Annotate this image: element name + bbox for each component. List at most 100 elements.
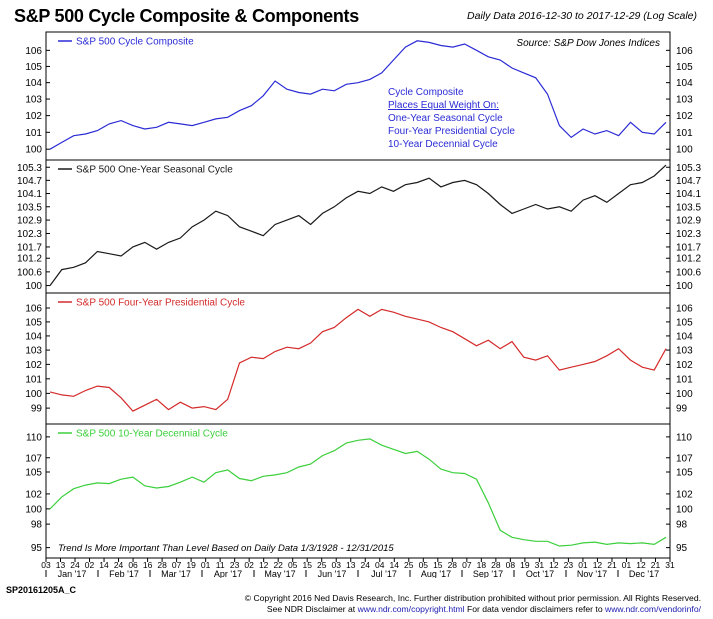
y-tick-label-left: 100 (25, 504, 42, 515)
x-day-label: 15 (302, 560, 312, 570)
legend-label: S&P 500 10-Year Decennial Cycle (76, 429, 228, 440)
y-tick-label-left: 103 (25, 346, 42, 357)
y-tick-label-left: 105 (25, 317, 42, 328)
y-tick-label-right: 105 (676, 62, 693, 73)
y-tick-label-right: 95 (676, 543, 688, 554)
y-tick-label-left: 102 (25, 360, 42, 371)
x-day-label: 12 (549, 560, 559, 570)
x-day-label: 13 (56, 560, 66, 570)
panel-frame (45, 31, 671, 161)
vendor-link[interactable]: www.ndr.com/vendorinfo/ (604, 604, 701, 614)
y-tick-label-left: 101 (25, 374, 42, 385)
x-month-label: May '17 (264, 569, 295, 578)
y-tick-label-right: 103 (676, 95, 693, 106)
y-tick-label-left: 100 (25, 281, 42, 292)
y-tick-label-left: 104 (25, 331, 42, 342)
y-tick-label-right: 102.3 (676, 229, 701, 240)
x-month-label: Jul '17 (371, 569, 397, 578)
chart-id-label: SP20161205A_C (6, 585, 77, 595)
y-tick-label-right: 106 (676, 304, 693, 315)
y-tick-label-left: 95 (31, 543, 43, 554)
x-day-label: 02 (244, 560, 254, 570)
y-tick-label-left: 101.2 (17, 254, 42, 265)
x-day-label: 21 (607, 560, 617, 570)
x-day-label: 05 (288, 560, 298, 570)
y-tick-label-left: 104.7 (17, 176, 42, 187)
legend-label: S&P 500 One-Year Seasonal Cycle (76, 165, 233, 176)
copyright-line-1: © Copyright 2016 Ned Davis Research, Inc… (244, 593, 701, 603)
annotation-line-1: Cycle Composite (388, 87, 464, 98)
copyright-mid: For data vendor disclaimers refer to (464, 604, 605, 614)
y-tick-label-right: 102 (676, 360, 693, 371)
y-tick-label-right: 105 (676, 468, 693, 479)
y-tick-label-left: 105 (25, 62, 42, 73)
chart-figure: 100 100 101 101 102 102 103 103 104 104 105 105 106 1… (17, 31, 701, 578)
x-month-label: Feb '17 (109, 569, 139, 578)
y-tick-label-left: 106 (25, 304, 42, 315)
annotation-line-4: Four-Year Presidential Cycle (388, 126, 515, 137)
x-day-label: 19 (520, 560, 530, 570)
x-day-label: 12 (636, 560, 646, 570)
x-day-label: 25 (317, 560, 327, 570)
x-day-label: 28 (157, 560, 167, 570)
y-tick-label-left: 102.3 (17, 229, 42, 240)
y-tick-label-left: 102 (25, 111, 42, 122)
y-tick-label-right: 101.2 (676, 254, 701, 265)
x-day-label: 01 (578, 560, 588, 570)
y-tick-label-left: 101.7 (17, 242, 42, 253)
x-day-label: 31 (535, 560, 545, 570)
x-day-label: 31 (665, 560, 675, 570)
copyright-prefix: See NDR Disclaimer at (266, 604, 358, 614)
y-tick-label-left: 104.1 (17, 189, 42, 200)
x-day-label: 18 (477, 560, 487, 570)
x-day-label: 11 (216, 560, 225, 570)
y-tick-label-right: 99 (676, 404, 688, 415)
x-month-label: Jun '17 (318, 569, 347, 578)
y-tick-label-right: 104.7 (676, 176, 701, 187)
source-label: Source: S&P Dow Jones Indices (516, 38, 660, 49)
panel-presidential: 99 99 100 100 101 101 102 102 103 103 104 104 105 105… (25, 292, 693, 425)
series-line-composite (49, 40, 667, 150)
y-tick-label-left: 102.9 (17, 216, 42, 227)
y-tick-label-right: 104 (676, 331, 693, 342)
x-day-label: 05 (419, 560, 429, 570)
x-month-label: Dec '17 (629, 569, 659, 578)
x-month-label: Mar '17 (161, 569, 191, 578)
copyright-line-2: See NDR Disclaimer at www.ndr.com/copyri… (245, 604, 701, 615)
y-tick-label-right: 105.3 (676, 163, 701, 174)
y-tick-label-right: 100 (676, 389, 693, 400)
x-day-label: 25 (404, 560, 414, 570)
y-tick-label-left: 107 (25, 453, 42, 464)
y-tick-label-right: 104.1 (676, 189, 701, 200)
y-tick-label-left: 100 (25, 145, 42, 156)
y-tick-label-right: 105 (676, 317, 693, 328)
y-tick-label-left: 100.6 (17, 267, 42, 278)
copyright-notice: © Copyright 2016 Ned Davis Research, Inc… (245, 593, 701, 615)
x-day-label: 13 (346, 560, 356, 570)
y-tick-label-right: 100.6 (676, 267, 701, 278)
y-tick-label-right: 98 (676, 520, 688, 531)
y-tick-label-left: 98 (31, 520, 43, 531)
annotation-line-2: Places Equal Weight On: (388, 100, 499, 111)
panel-decennial: 95 95 98 98 100 100 102 102 105 105 107 107 110 110 S&… (25, 423, 693, 559)
panel-frame (45, 159, 671, 294)
x-day-label: 21 (651, 560, 661, 570)
x-month-label: Nov '17 (577, 569, 607, 578)
y-tick-label-right: 103 (676, 346, 693, 357)
x-day-label: 14 (99, 560, 109, 570)
series-line-presidential (49, 308, 667, 412)
x-day-label: 07 (462, 560, 472, 570)
series-line-seasonal (49, 164, 667, 286)
y-tick-label-right: 104 (676, 78, 693, 89)
x-day-label: 14 (390, 560, 400, 570)
x-month-label: Oct '17 (526, 569, 554, 578)
x-day-label: 07 (172, 560, 182, 570)
y-tick-label-right: 101 (676, 374, 693, 385)
x-day-label: 02 (85, 560, 95, 570)
y-tick-label-right: 100 (676, 504, 693, 515)
copyright-link[interactable]: www.ndr.com/copyright.html (357, 604, 465, 614)
panel-frame (45, 423, 671, 559)
chart-subtitle: Daily Data 2016-12-30 to 2017-12-29 (Log… (467, 10, 697, 22)
x-month-label: Sep '17 (473, 569, 503, 578)
x-day-label: 28 (491, 560, 501, 570)
